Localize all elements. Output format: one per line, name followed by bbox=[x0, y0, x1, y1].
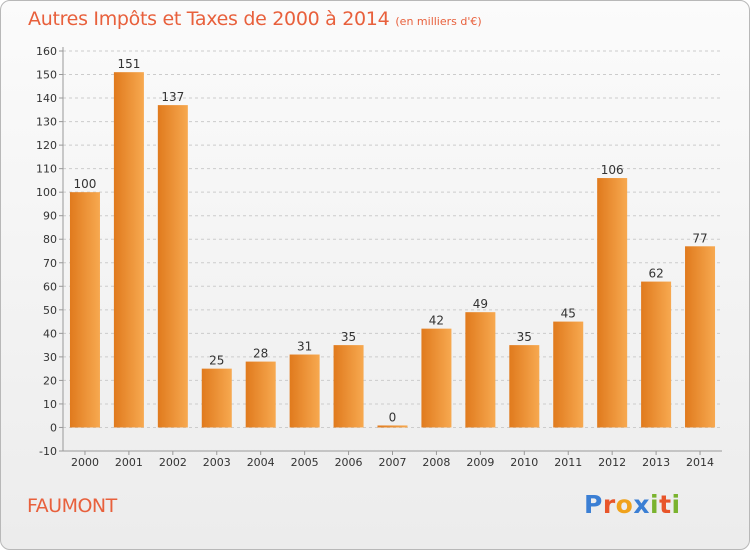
y-tick-label: 40 bbox=[43, 327, 57, 340]
x-tick-label: 2010 bbox=[510, 456, 538, 469]
data-label-2009: 49 bbox=[473, 297, 488, 311]
y-tick-label: 90 bbox=[43, 210, 57, 223]
y-tick-label: 80 bbox=[43, 233, 57, 246]
data-label-2013: 62 bbox=[648, 267, 663, 281]
bar-2010[interactable] bbox=[509, 345, 540, 428]
x-tick-label: 2006 bbox=[335, 456, 363, 469]
bar-2009[interactable] bbox=[465, 312, 496, 428]
data-label-2006: 35 bbox=[341, 330, 356, 344]
y-tick-label: 140 bbox=[36, 92, 57, 105]
x-tick-label: 2003 bbox=[203, 456, 231, 469]
logo-letter: i bbox=[671, 490, 681, 519]
bar-2012[interactable] bbox=[597, 178, 628, 428]
y-tick-label: 70 bbox=[43, 257, 57, 270]
x-tick-label: 2011 bbox=[554, 456, 582, 469]
place-name: FAUMONT bbox=[27, 495, 117, 517]
chart-title: Autres Impôts et Taxes de 2000 à 2014 (en… bbox=[28, 8, 482, 30]
bar-2005[interactable] bbox=[289, 354, 320, 428]
data-label-2008: 42 bbox=[429, 314, 444, 328]
bars bbox=[69, 72, 716, 428]
data-label-2014: 77 bbox=[692, 231, 707, 245]
data-label-2004: 28 bbox=[253, 347, 268, 361]
chart-subtitle: (en milliers d'€) bbox=[395, 15, 482, 28]
data-label-2007: 0 bbox=[389, 410, 397, 424]
y-tick-label: 60 bbox=[43, 280, 57, 293]
x-tick-label: 2014 bbox=[686, 456, 714, 469]
data-label-2003: 25 bbox=[209, 354, 224, 368]
bar-2004[interactable] bbox=[245, 361, 276, 428]
data-label-2001: 151 bbox=[117, 57, 140, 71]
y-tick-label: 20 bbox=[43, 374, 57, 387]
logo-letter: P bbox=[584, 490, 603, 519]
y-tick-label: 110 bbox=[36, 163, 57, 176]
data-label-2011: 45 bbox=[561, 307, 576, 321]
x-tick-label: 2000 bbox=[71, 456, 99, 469]
x-tick-label: 2009 bbox=[466, 456, 494, 469]
data-label-2012: 106 bbox=[601, 163, 624, 177]
y-tick-label: 100 bbox=[36, 186, 57, 199]
y-tick-label: 160 bbox=[36, 45, 57, 58]
x-tick-label: 2001 bbox=[115, 456, 143, 469]
y-tick-label: 150 bbox=[36, 69, 57, 82]
bar-2006[interactable] bbox=[333, 345, 364, 428]
data-label-2010: 35 bbox=[517, 330, 532, 344]
logo-letter: x bbox=[633, 490, 650, 519]
data-label-2005: 31 bbox=[297, 340, 312, 354]
x-tick-label: 2012 bbox=[598, 456, 626, 469]
proxiti-logo[interactable]: Proxiti bbox=[584, 490, 681, 519]
y-tick-label: 10 bbox=[43, 398, 57, 411]
data-label-2002: 137 bbox=[161, 90, 184, 104]
bar-2011[interactable] bbox=[553, 321, 584, 428]
x-tick-label: 2007 bbox=[379, 456, 407, 469]
bar-2013[interactable] bbox=[641, 281, 672, 428]
bar-2007[interactable] bbox=[377, 425, 408, 428]
y-tick-label: -10 bbox=[39, 445, 57, 458]
bar-2001[interactable] bbox=[113, 72, 144, 428]
data-labels: 100 151 137 25 28 31 35 0 42 49 35 45 106 62 77 bbox=[74, 57, 708, 424]
x-tick-label: 2004 bbox=[247, 456, 275, 469]
logo-letter: o bbox=[615, 490, 634, 519]
axes: -10 0 10 20 30 40 50 60 70 80 90 100 110 120 130 140 150… bbox=[36, 45, 722, 469]
bar-2003[interactable] bbox=[201, 368, 232, 428]
x-tick-label: 2002 bbox=[159, 456, 187, 469]
x-tick-label: 2013 bbox=[642, 456, 670, 469]
y-tick-label: 0 bbox=[50, 421, 57, 434]
y-tick-label: 120 bbox=[36, 139, 57, 152]
y-tick-label: 30 bbox=[43, 351, 57, 364]
chart-title-text: Autres Impôts et Taxes de 2000 à 2014 bbox=[28, 8, 390, 30]
x-tick-label: 2005 bbox=[291, 456, 319, 469]
bar-2008[interactable] bbox=[421, 328, 452, 428]
logo-letter: t bbox=[659, 490, 672, 519]
logo-letter: r bbox=[602, 490, 616, 519]
x-tick-label: 2008 bbox=[422, 456, 450, 469]
bar-2014[interactable] bbox=[685, 246, 716, 428]
bar-2000[interactable] bbox=[69, 192, 100, 428]
logo-letter: i bbox=[650, 490, 660, 519]
data-label-2000: 100 bbox=[74, 177, 97, 191]
bar-2002[interactable] bbox=[157, 105, 188, 428]
y-tick-label: 50 bbox=[43, 304, 57, 317]
y-tick-label: 130 bbox=[36, 116, 57, 129]
